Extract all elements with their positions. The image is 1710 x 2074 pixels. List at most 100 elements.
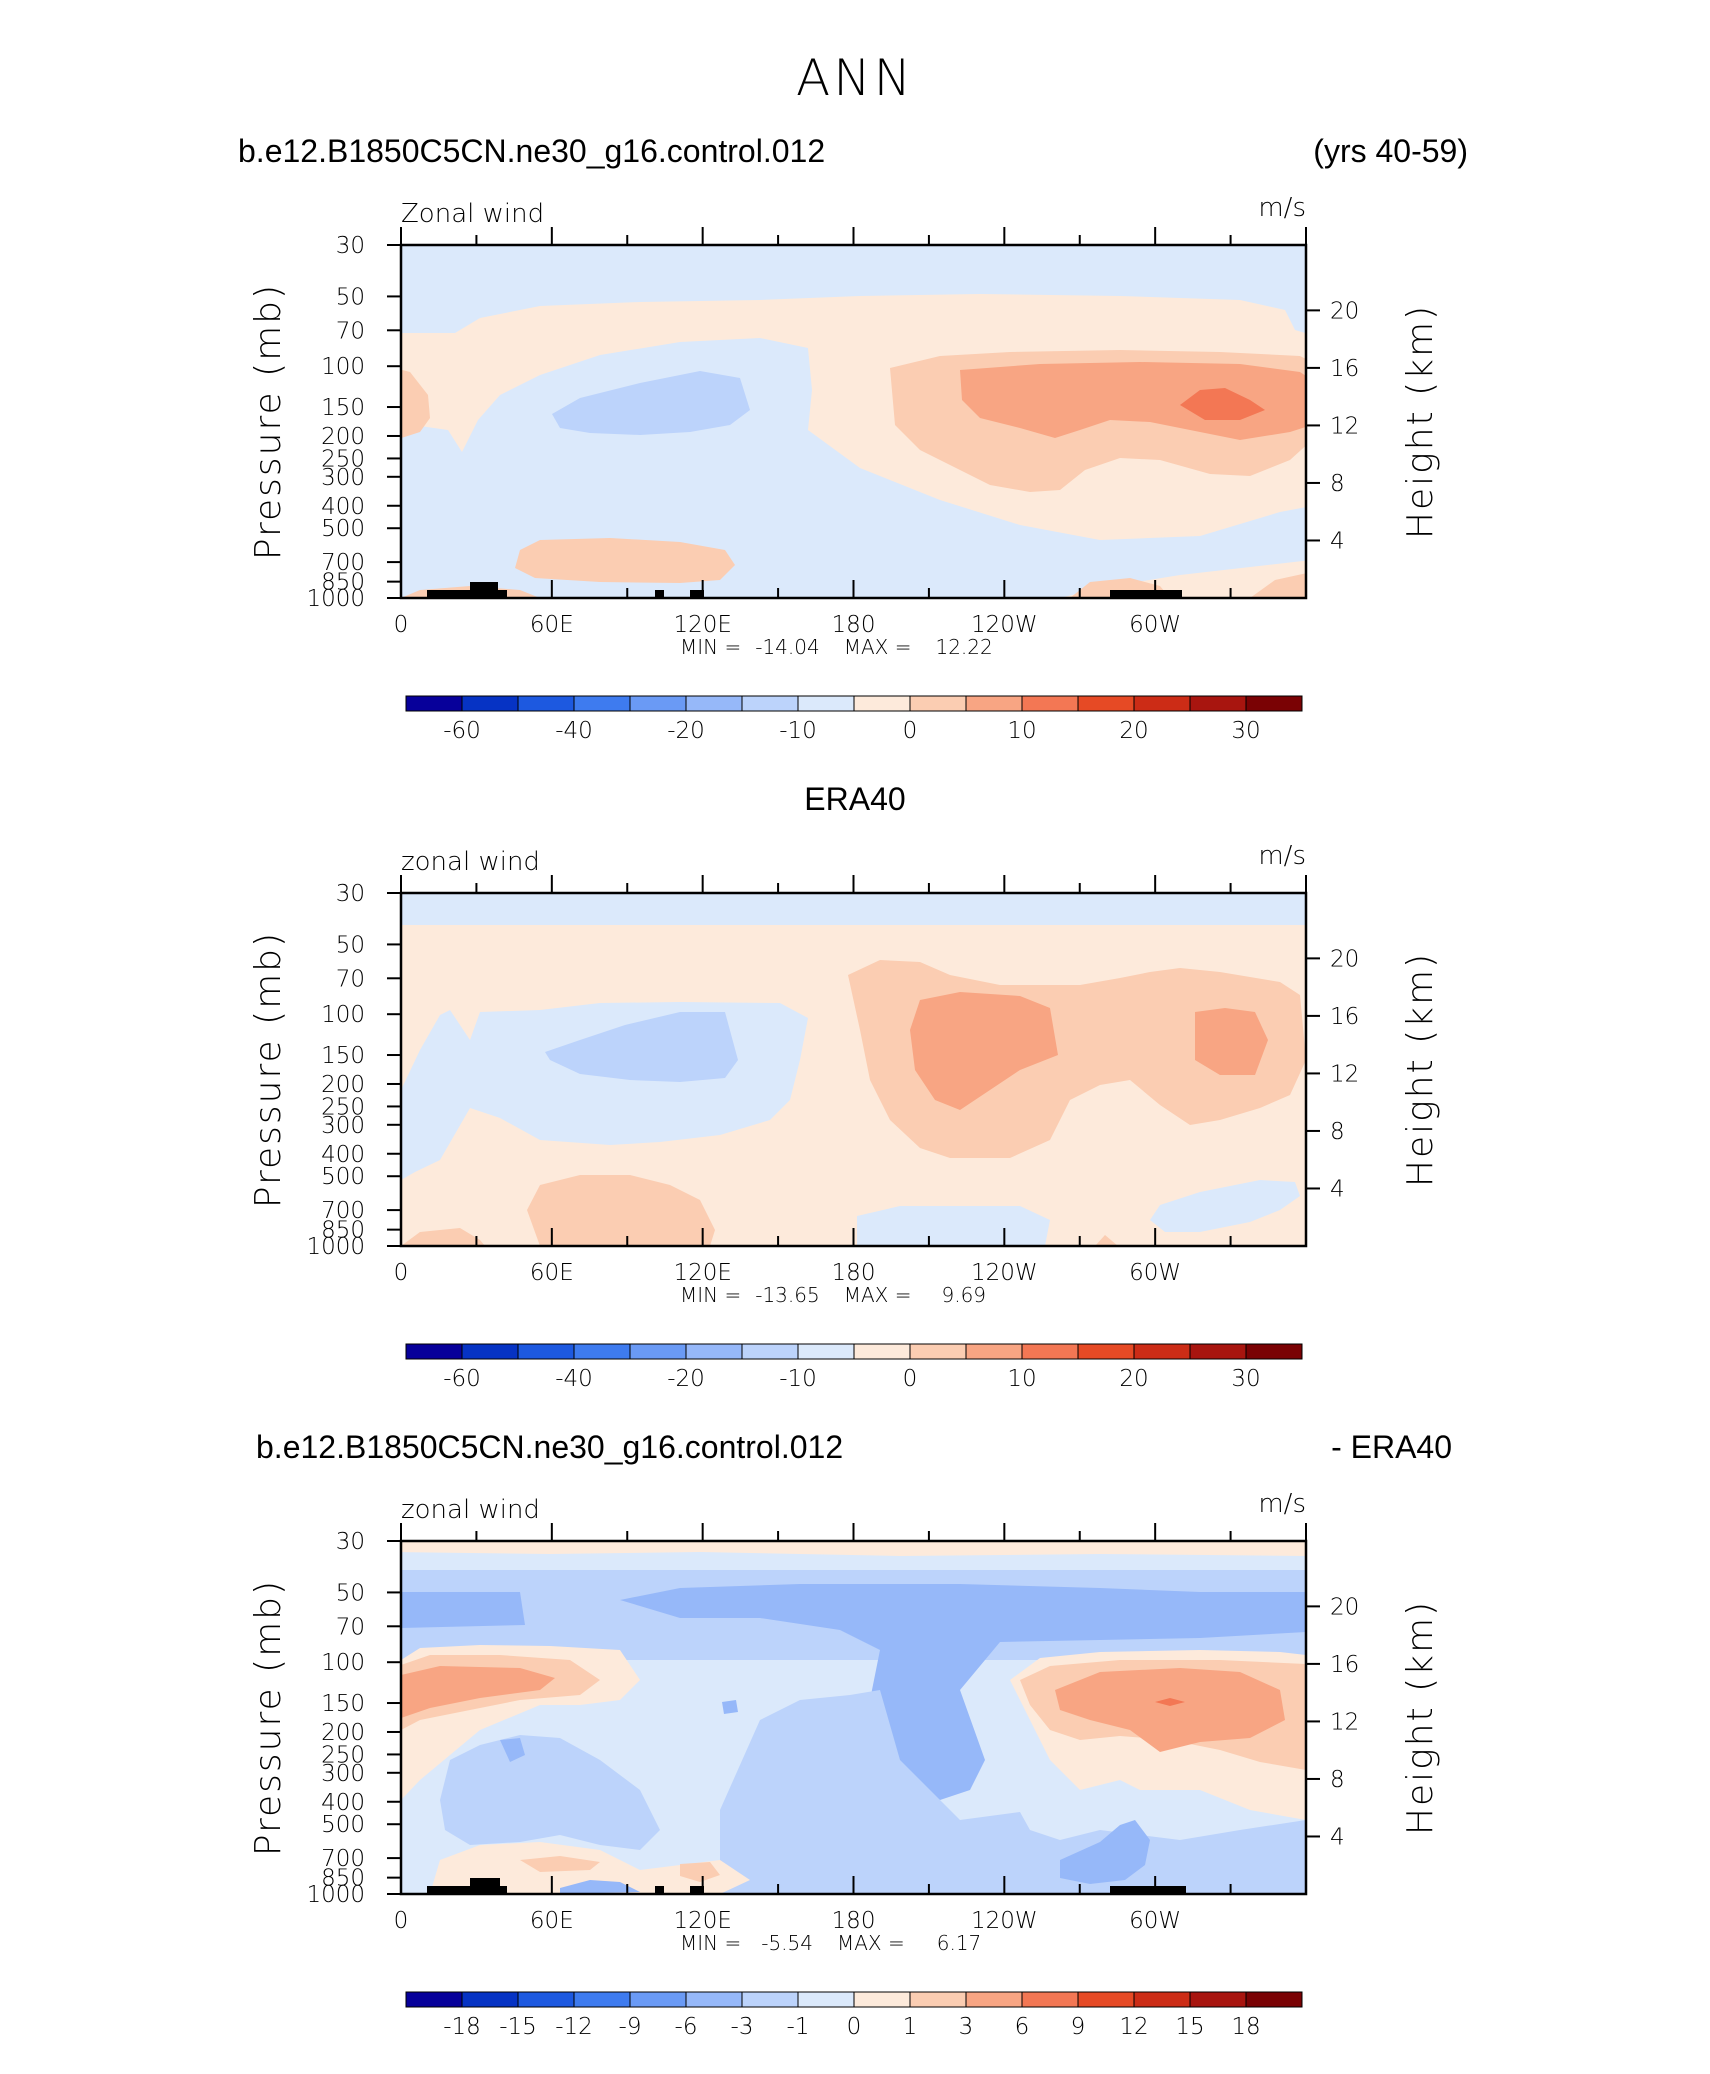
colorbar-swatch xyxy=(629,1991,687,2008)
x-tick-label: 180 xyxy=(832,612,876,638)
colorbar-swatch xyxy=(1189,1991,1247,2008)
colorbar-swatch xyxy=(1245,695,1303,712)
y-tick-label: 70 xyxy=(336,318,365,344)
y-tick-label: 850 xyxy=(321,1866,365,1892)
panel-3-lower-positive-core xyxy=(520,1856,720,1882)
y-tick-label: 50 xyxy=(336,1580,365,1606)
y-axis-title: Pressure (mb) xyxy=(248,283,289,560)
panel-3-left-title: b.e12.B1850C5CN.ne30_g16.control.012 xyxy=(256,1429,843,1465)
colorbar-swatch xyxy=(573,695,631,712)
colorbar-label: -10 xyxy=(779,718,817,744)
panel-3-units: m/s xyxy=(1258,1489,1306,1519)
y-tick-label: 250 xyxy=(321,446,365,472)
colorbar-label: -12 xyxy=(555,2014,593,2040)
colorbar-swatch xyxy=(1133,695,1191,712)
panel-difference: b.e12.B1850C5CN.ne30_g16.control.012 - E… xyxy=(248,1429,1452,2040)
colorbar-swatch xyxy=(685,695,743,712)
panel-1-westerly-south xyxy=(401,369,430,439)
x-tick-label: 60W xyxy=(1129,612,1181,638)
x-tick-label: 120W xyxy=(971,612,1038,638)
y2-tick-label: 20 xyxy=(1330,298,1359,324)
panel-3-topography xyxy=(427,1878,1186,1894)
panel-2-units: m/s xyxy=(1258,841,1306,871)
colorbar-swatch xyxy=(1133,1343,1191,1360)
y-tick-label: 850 xyxy=(321,1218,365,1244)
panel-3-max-label: MAX = xyxy=(837,1931,905,1955)
y2-axis-title: Height (km) xyxy=(1400,1600,1441,1835)
colorbar-label: 0 xyxy=(903,718,918,744)
panel-3-right-title: - ERA40 xyxy=(1331,1429,1452,1465)
y-tick-label: 250 xyxy=(321,1742,365,1768)
colorbar-swatch xyxy=(1077,1991,1135,2008)
y2-tick-label: 12 xyxy=(1330,1709,1359,1735)
colorbar-swatch xyxy=(1077,695,1135,712)
colorbar-swatch xyxy=(1245,1343,1303,1360)
panel-2-easterly-top-band xyxy=(401,893,1306,925)
panel-1-contours xyxy=(401,245,1306,598)
panel-2-surface-speck xyxy=(1095,1235,1118,1246)
y-tick-label: 400 xyxy=(321,1790,365,1816)
y-tick-label: 150 xyxy=(321,1043,365,1069)
colorbar-label: -6 xyxy=(675,2014,698,2040)
x-tick-label: 120E xyxy=(673,1260,731,1286)
panel-3-min-value: -5.54 xyxy=(761,1931,813,1955)
colorbar-swatch xyxy=(741,695,799,712)
panel-2-max-value: 9.69 xyxy=(941,1283,986,1307)
panel-1-min-label: MIN = xyxy=(680,635,741,659)
colorbar-swatch xyxy=(517,1343,575,1360)
panel-1-left-title: b.e12.B1850C5CN.ne30_g16.control.012 xyxy=(238,133,825,169)
y-tick-label: 1000 xyxy=(306,586,365,612)
y-tick-label: 50 xyxy=(336,284,365,310)
colorbar-swatch xyxy=(909,1343,967,1360)
y2-tick-label: 16 xyxy=(1330,356,1359,382)
panel-2-lower-easterly-b xyxy=(1150,1180,1300,1232)
y-tick-label: 700 xyxy=(321,550,365,576)
panel-1-max-label: MAX = xyxy=(844,635,912,659)
colorbar-label: -18 xyxy=(443,2014,481,2040)
colorbar-swatch xyxy=(517,1991,575,2008)
y2-axis-title: Height (km) xyxy=(1400,952,1441,1187)
colorbar-swatch xyxy=(965,695,1023,712)
y-tick-label: 100 xyxy=(321,1002,365,1028)
figure-title: ANN xyxy=(796,49,914,107)
panel-1-surface-c xyxy=(1250,573,1306,598)
colorbar-label: -40 xyxy=(555,718,593,744)
panel-3-contours xyxy=(401,1541,1306,1894)
panel-1-max-value: 12.22 xyxy=(935,635,992,659)
y-tick-label: 1000 xyxy=(306,1882,365,1908)
colorbar-swatch xyxy=(685,1343,743,1360)
y-tick-label: 300 xyxy=(321,1113,365,1139)
panel-3-top-positive xyxy=(401,1541,1306,1556)
colorbar-swatch xyxy=(629,1343,687,1360)
colorbar-label: -20 xyxy=(667,1366,705,1392)
y2-tick-label: 8 xyxy=(1330,471,1345,497)
y-tick-label: 400 xyxy=(321,1142,365,1168)
y-tick-label: 1000 xyxy=(306,1234,365,1260)
colorbar-label: 12 xyxy=(1119,2014,1148,2040)
colorbar-label: 18 xyxy=(1231,2014,1260,2040)
panel-1-lower-westerly xyxy=(515,538,735,583)
colorbar-label: 20 xyxy=(1119,1366,1148,1392)
colorbar-swatch xyxy=(573,1991,631,2008)
x-tick-label: 60E xyxy=(530,1260,574,1286)
colorbar-swatch xyxy=(853,695,911,712)
colorbar-swatch xyxy=(741,1991,799,2008)
colorbar-label: 30 xyxy=(1231,718,1260,744)
panel-2-lower-easterly-a xyxy=(857,1206,1050,1246)
colorbar-label: -3 xyxy=(731,2014,754,2040)
colorbar-swatch xyxy=(685,1991,743,2008)
colorbar-swatch xyxy=(741,1343,799,1360)
colorbar-swatch xyxy=(405,1343,463,1360)
colorbar-label: 15 xyxy=(1175,2014,1204,2040)
colorbar-label: 0 xyxy=(903,1366,918,1392)
panel-3-minmax: MIN = -5.54 MAX = 6.17 xyxy=(680,1931,981,1955)
panel-obs: ERA40 zonal wind m/s 0 60E 120E 180 120W 60W 3… xyxy=(248,781,1441,1392)
colorbar-swatch xyxy=(797,1343,855,1360)
panel-2-variable-label: zonal wind xyxy=(401,847,540,877)
y-tick-label: 300 xyxy=(321,465,365,491)
panel-3-lower-neg-west xyxy=(560,1880,640,1894)
panel-2-surface-westerly xyxy=(401,1228,485,1246)
panel-2-min-label: MIN = xyxy=(680,1283,741,1307)
